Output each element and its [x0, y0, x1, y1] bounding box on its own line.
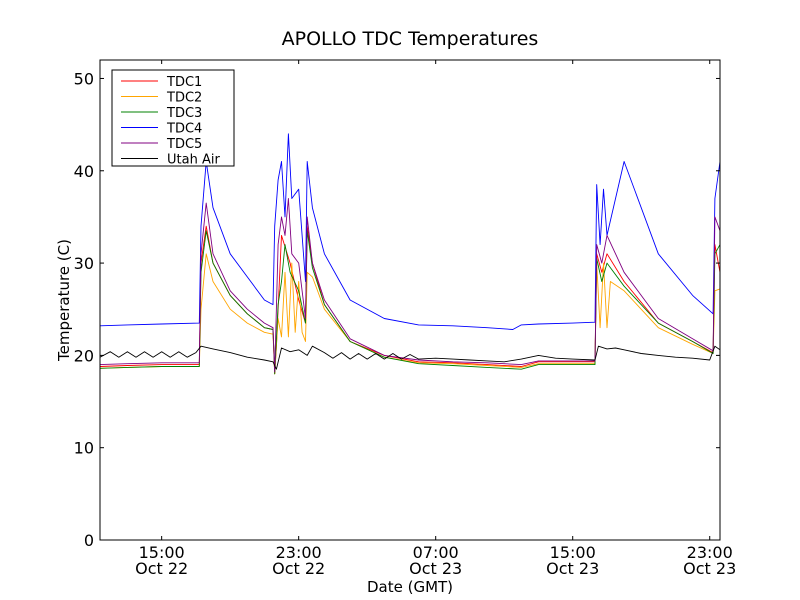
- y-tick-label: 10: [74, 439, 94, 458]
- series-line-tdc5: [100, 198, 720, 373]
- x-tick-sublabel: Oct 23: [683, 559, 736, 578]
- legend-entry: TDC1: [166, 75, 202, 90]
- x-axis-label: Date (GMT): [367, 578, 453, 596]
- x-tick-label: 15:00: [139, 543, 185, 562]
- x-tick-label: 07:00: [413, 543, 459, 562]
- series-line-tdc3: [100, 230, 720, 375]
- legend-box: [111, 69, 235, 167]
- x-tick-label: 23:00: [276, 543, 322, 562]
- plot-frame: [99, 59, 721, 541]
- x-tick-sublabel: Oct 23: [409, 559, 462, 578]
- x-tick-sublabel: Oct 22: [272, 559, 325, 578]
- legend-entry: TDC2: [166, 91, 202, 106]
- y-tick-label: 30: [74, 254, 94, 273]
- y-tick-label: 20: [74, 346, 94, 365]
- series-line-tdc4: [100, 133, 720, 330]
- y-tick-label: 0: [84, 531, 94, 550]
- legend-entry: TDC4: [166, 122, 202, 137]
- chart-title: APOLLO TDC Temperatures: [282, 28, 539, 50]
- y-axis-label: Temperature (C): [55, 239, 73, 362]
- x-tick-label: 23:00: [687, 543, 733, 562]
- legend-entry: Utah Air: [167, 153, 220, 168]
- series-layer: [100, 133, 720, 375]
- x-tick-label: 15:00: [550, 543, 596, 562]
- x-tick-sublabel: Oct 22: [135, 559, 188, 578]
- x-tick-sublabel: Oct 23: [546, 559, 599, 578]
- series-line-utah-air: [100, 345, 720, 370]
- legend-entry: TDC3: [166, 106, 202, 121]
- y-tick-label: 50: [74, 69, 94, 88]
- y-tick-label: 40: [74, 162, 94, 181]
- series-line-tdc2: [100, 253, 720, 375]
- legend-entry: TDC5: [166, 137, 202, 152]
